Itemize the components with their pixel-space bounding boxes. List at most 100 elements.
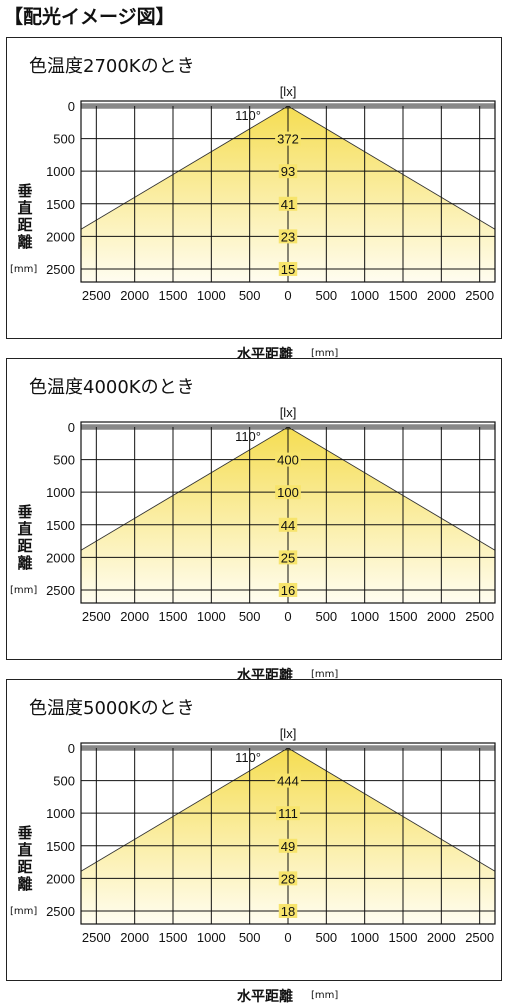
illuminance-label: 111 xyxy=(276,806,300,821)
illuminance-label: 400 xyxy=(275,452,301,468)
y-tick-label: 0 xyxy=(68,99,75,114)
illuminance-label: 28 xyxy=(278,871,298,886)
svg-text:23: 23 xyxy=(281,229,295,244)
svg-text:111: 111 xyxy=(278,806,298,821)
beam-edge-left xyxy=(80,426,289,551)
x-tick-label: 0 xyxy=(284,288,291,303)
y-tick-label: 2000 xyxy=(46,871,75,886)
svg-text:44: 44 xyxy=(281,518,295,533)
illuminance-label: 49 xyxy=(278,838,298,854)
y-tick-label: 1000 xyxy=(46,164,75,179)
beam-edge-left xyxy=(80,747,289,872)
x-tick-label: 2000 xyxy=(427,930,456,945)
page-title: 【配光イメージ図】 xyxy=(4,6,175,28)
x-tick-label: 2000 xyxy=(427,288,456,303)
y-tick-label: 1500 xyxy=(46,839,75,854)
y-tick-label: 2000 xyxy=(46,229,75,244)
svg-text:372: 372 xyxy=(277,132,299,147)
svg-text:18: 18 xyxy=(281,904,295,919)
x-tick-label: 1500 xyxy=(389,609,418,624)
plot-frame xyxy=(80,742,496,925)
x-tick-label: 1000 xyxy=(197,288,226,303)
y-tick-label: 2500 xyxy=(46,904,75,919)
illuminance-label: 444 xyxy=(275,773,301,789)
illuminance-label: 93 xyxy=(278,164,298,179)
x-tick-label: 500 xyxy=(315,930,337,945)
illuminance-label: 41 xyxy=(278,196,298,212)
y-axis-unit: [mm] xyxy=(10,264,38,275)
illuminance-label: 100 xyxy=(275,485,301,500)
lux-unit-label: [lx] xyxy=(280,84,297,99)
lux-unit-label: [lx] xyxy=(280,405,297,420)
svg-text:93: 93 xyxy=(281,164,295,179)
y-tick-label: 500 xyxy=(53,453,75,468)
x-tick-label: 500 xyxy=(239,930,261,945)
beam-angle-label: 110° xyxy=(235,429,261,444)
beam-edge-right xyxy=(287,105,496,230)
y-axis-label: 垂直距離 xyxy=(17,182,33,251)
x-axis-unit: [mm] xyxy=(311,990,339,1001)
y-axis-label: 垂直距離 xyxy=(17,824,33,893)
beam-edge-right xyxy=(287,426,496,551)
chart-panel-5000k: 色温度5000Kのとき 2500 2000 1500 1000 500 0 500 1000 1… xyxy=(6,679,502,1005)
x-tick-label: 500 xyxy=(239,609,261,624)
x-tick-label: 2500 xyxy=(465,288,494,303)
x-tick-label: 1500 xyxy=(159,609,188,624)
x-tick-label: 2000 xyxy=(427,609,456,624)
chart-title: 色温度4000Kのとき xyxy=(29,377,195,398)
svg-text:49: 49 xyxy=(281,839,295,854)
y-tick-label: 2500 xyxy=(46,583,75,598)
x-tick-label: 1000 xyxy=(350,930,379,945)
x-tick-label: 2000 xyxy=(120,288,149,303)
svg-text:28: 28 xyxy=(281,871,295,886)
illuminance-label: 25 xyxy=(278,550,298,565)
y-tick-label: 1000 xyxy=(46,485,75,500)
illuminance-label: 15 xyxy=(278,261,298,277)
beam-angle-label: 110° xyxy=(235,750,261,765)
y-axis-unit: [mm] xyxy=(10,585,38,596)
x-axis-unit: [mm] xyxy=(311,348,339,359)
x-tick-label: 1000 xyxy=(350,609,379,624)
y-axis-unit: [mm] xyxy=(10,906,38,917)
light-distribution-chart: 2500 2000 1500 1000 500 0 500 1000 1500 2000 2500 0… xyxy=(46,726,496,945)
plot-frame xyxy=(80,100,496,283)
x-tick-label: 500 xyxy=(315,288,337,303)
y-tick-label: 2000 xyxy=(46,550,75,565)
illuminance-label: 44 xyxy=(278,517,298,533)
x-tick-label: 0 xyxy=(284,609,291,624)
x-axis-label: 水平距離 xyxy=(237,989,293,1005)
x-tick-label: 1500 xyxy=(389,930,418,945)
x-tick-label: 2500 xyxy=(82,288,111,303)
svg-text:15: 15 xyxy=(281,262,295,277)
svg-text:444: 444 xyxy=(277,774,299,789)
x-tick-label: 0 xyxy=(284,930,291,945)
illuminance-label: 372 xyxy=(275,131,301,147)
lux-unit-label: [lx] xyxy=(280,726,297,741)
light-distribution-chart: 2500 2000 1500 1000 500 0 500 1000 1500 2000 2500 0… xyxy=(46,405,496,624)
svg-text:100: 100 xyxy=(277,485,299,500)
chart-title: 色温度5000Kのとき xyxy=(29,698,195,719)
svg-text:41: 41 xyxy=(281,197,295,212)
chart-panel-4000k: 色温度4000Kのとき 2500 2000 1500 1000 500 0 500 1000 1… xyxy=(6,358,502,684)
y-tick-label: 500 xyxy=(53,774,75,789)
chart-panel-2700k: 色温度2700Kのとき 2500 2000 1500 1000 500 0 500 1000 1… xyxy=(6,37,502,363)
x-axis-unit: [mm] xyxy=(311,669,339,680)
illuminance-label: 18 xyxy=(278,903,298,919)
x-tick-label: 500 xyxy=(239,288,261,303)
x-tick-label: 2000 xyxy=(120,609,149,624)
y-tick-label: 2500 xyxy=(46,262,75,277)
illuminance-label: 23 xyxy=(278,229,298,244)
svg-text:16: 16 xyxy=(281,583,295,598)
x-tick-label: 2500 xyxy=(465,930,494,945)
x-tick-label: 1000 xyxy=(197,930,226,945)
x-tick-label: 1500 xyxy=(159,930,188,945)
x-tick-label: 1000 xyxy=(197,609,226,624)
y-tick-label: 1500 xyxy=(46,197,75,212)
y-tick-label: 0 xyxy=(68,420,75,435)
svg-text:400: 400 xyxy=(277,453,299,468)
chart-title: 色温度2700Kのとき xyxy=(29,56,195,77)
beam-edge-right xyxy=(287,747,496,872)
x-tick-label: 500 xyxy=(315,609,337,624)
x-tick-label: 2000 xyxy=(120,930,149,945)
y-tick-label: 0 xyxy=(68,741,75,756)
